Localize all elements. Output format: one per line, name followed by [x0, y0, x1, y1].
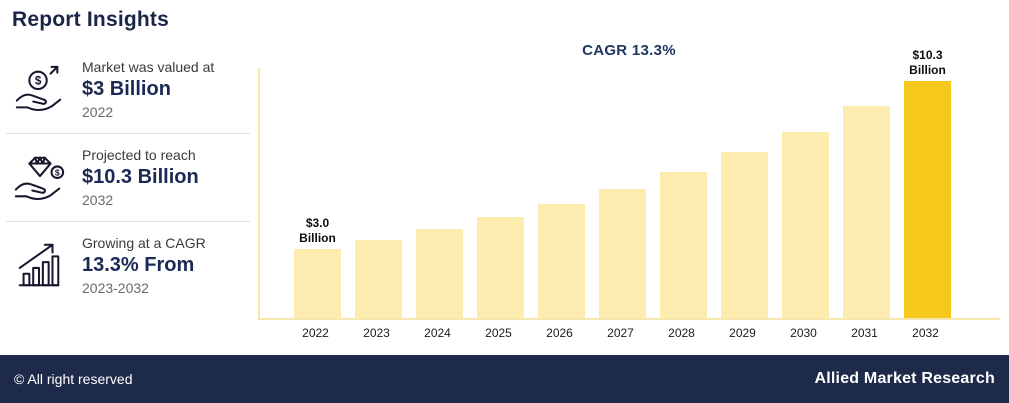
- bar-column: [843, 106, 890, 318]
- insight-value: $3 Billion: [82, 78, 171, 100]
- bar-column: $3.0 Billion: [294, 216, 341, 318]
- bar: [538, 204, 585, 318]
- cagr-growth-chart-icon: [10, 239, 68, 293]
- bar-column: [477, 217, 524, 318]
- x-axis-label: 2025: [485, 326, 512, 340]
- insight-line1: Projected to reach: [82, 147, 196, 163]
- bar-value-label: $3.0 Billion: [299, 216, 336, 245]
- bar: [660, 172, 707, 318]
- x-axis-label: 2024: [424, 326, 451, 340]
- x-axis-label: 2030: [790, 326, 817, 340]
- bar: [843, 106, 890, 318]
- plot-area: $3.0 Billion $10.3 Billion: [258, 48, 1000, 320]
- money-growth-hand-icon: $: [10, 63, 68, 117]
- bar-column: [416, 229, 463, 318]
- bar-column: [721, 152, 768, 318]
- insight-line1: Market was valued at: [82, 59, 215, 75]
- insight-text: Growing at a CAGR 13.3% From 2023-2032: [82, 235, 206, 296]
- bar-value-label: $10.3 Billion: [909, 48, 946, 77]
- insight-item-cagr: Growing at a CAGR 13.3% From 2023-2032: [6, 222, 250, 309]
- diamond-value-hand-icon: $: [10, 151, 68, 205]
- x-axis-label: 2032: [912, 326, 939, 340]
- insight-item-market-value: $ Market was valued at $3 Billion 2022: [6, 46, 250, 134]
- bar: [782, 132, 829, 318]
- bar: [477, 217, 524, 318]
- bar-column: [782, 132, 829, 318]
- bar: [294, 249, 341, 318]
- x-axis-label: 2027: [607, 326, 634, 340]
- x-axis-label: 2029: [729, 326, 756, 340]
- bar-column: [355, 240, 402, 318]
- bar-column: [660, 172, 707, 318]
- bar: [355, 240, 402, 318]
- x-axis-label: 2023: [363, 326, 390, 340]
- svg-text:$: $: [55, 167, 60, 177]
- x-axis-label: 2031: [851, 326, 878, 340]
- x-axis-label: 2028: [668, 326, 695, 340]
- insight-text: Market was valued at $3 Billion 2022: [82, 59, 214, 120]
- market-bar-chart: CAGR 13.3% $3.0 Billion $10.3 Billion 202…: [258, 42, 1000, 340]
- insights-panel: $ Market was valued at $3 Billion 2022 $: [6, 46, 250, 309]
- insight-line3: 2022: [82, 104, 114, 120]
- insight-value: 13.3% From: [82, 254, 195, 276]
- x-axis-label: 2026: [546, 326, 573, 340]
- x-axis-label: 2022: [302, 326, 329, 340]
- bar-column: [538, 204, 585, 318]
- bars-row: $3.0 Billion $10.3 Billion: [260, 48, 1000, 318]
- footer-bar: © All right reserved Allied Market Resea…: [0, 355, 1009, 403]
- chart-title: CAGR 13.3%: [582, 42, 676, 59]
- insight-line1: Growing at a CAGR: [82, 235, 206, 251]
- insight-line3: 2023-2032: [82, 280, 149, 296]
- bar: [416, 229, 463, 318]
- bar-column: $10.3 Billion: [904, 48, 951, 318]
- years-row: 2022 2023 2024 2025 2026 2027 2028 2029 2030 2031…: [258, 326, 1000, 340]
- insight-text: Projected to reach $10.3 Billion 2032: [82, 147, 199, 208]
- brand-name: Allied Market Research: [814, 370, 995, 387]
- insight-item-projected-value: $ Projected to reach $10.3 Billion 2032: [6, 134, 250, 222]
- bar: [721, 152, 768, 318]
- bar: [599, 189, 646, 318]
- insight-value: $10.3 Billion: [82, 166, 199, 188]
- bar-column: [599, 189, 646, 318]
- page-title: Report Insights: [12, 8, 170, 31]
- bar: [904, 81, 951, 318]
- copyright-text: © All right reserved: [14, 371, 133, 387]
- svg-text:$: $: [35, 75, 42, 87]
- insight-line3: 2032: [82, 192, 114, 208]
